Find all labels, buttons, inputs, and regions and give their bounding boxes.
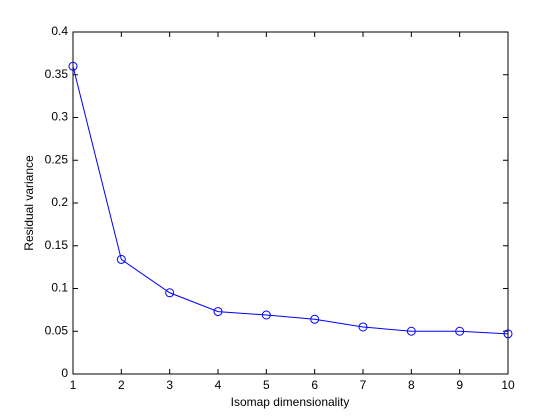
y-tick-label: 0.05: [45, 323, 69, 337]
x-tick-label: 9: [456, 378, 463, 392]
x-tick-label: 3: [166, 378, 173, 392]
data-point: [503, 329, 513, 339]
x-tick-label: 1: [70, 378, 77, 392]
x-tick-label: 5: [263, 378, 270, 392]
x-tick-label: 7: [360, 378, 367, 392]
y-tick-label: 0.4: [51, 24, 68, 38]
x-tick-label: 4: [215, 378, 222, 392]
y-tick-label: 0.1: [51, 281, 68, 295]
x-tick-label: 2: [118, 378, 125, 392]
y-tick-label: 0: [61, 366, 68, 380]
data-point: [213, 307, 223, 317]
y-tick-label: 0.25: [45, 152, 69, 166]
data-point: [358, 322, 368, 332]
x-tick-label: 8: [408, 378, 415, 392]
data-point: [116, 254, 126, 264]
y-axis-label: Residual variance: [22, 155, 36, 251]
x-tick-label: 10: [501, 378, 515, 392]
data-point: [310, 314, 320, 324]
y-tick-label: 0.15: [45, 238, 69, 252]
y-tick-label: 0.2: [51, 195, 68, 209]
y-tick-label: 0.35: [45, 67, 69, 81]
data-point: [406, 326, 416, 336]
x-axis-label: Isomap dimensionality: [231, 395, 350, 409]
data-point: [165, 288, 175, 298]
data-point: [68, 61, 78, 71]
data-point: [455, 326, 465, 336]
series-line: [72, 66, 509, 335]
data-point: [261, 310, 271, 320]
y-tick-label: 0.3: [51, 110, 68, 124]
x-tick-label: 6: [311, 378, 318, 392]
